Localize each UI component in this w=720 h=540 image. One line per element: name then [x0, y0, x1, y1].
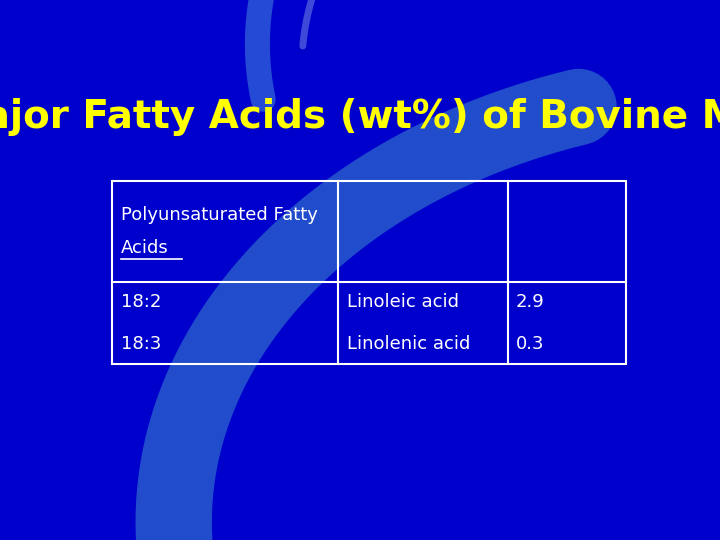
Text: Polyunsaturated Fatty: Polyunsaturated Fatty	[121, 206, 318, 224]
Polygon shape	[90, 65, 648, 481]
Text: Linoleic acid: Linoleic acid	[346, 293, 459, 312]
Text: 2.9: 2.9	[516, 293, 545, 312]
Text: Major Fatty Acids (wt%) of Bovine Milk: Major Fatty Acids (wt%) of Bovine Milk	[0, 98, 720, 136]
Text: 18:3: 18:3	[121, 335, 161, 353]
Text: Acids: Acids	[121, 239, 168, 257]
Text: 0.3: 0.3	[516, 335, 544, 353]
Bar	[112, 181, 626, 364]
Text: Linolenic acid: Linolenic acid	[346, 335, 470, 353]
Text: 18:2: 18:2	[121, 293, 161, 312]
